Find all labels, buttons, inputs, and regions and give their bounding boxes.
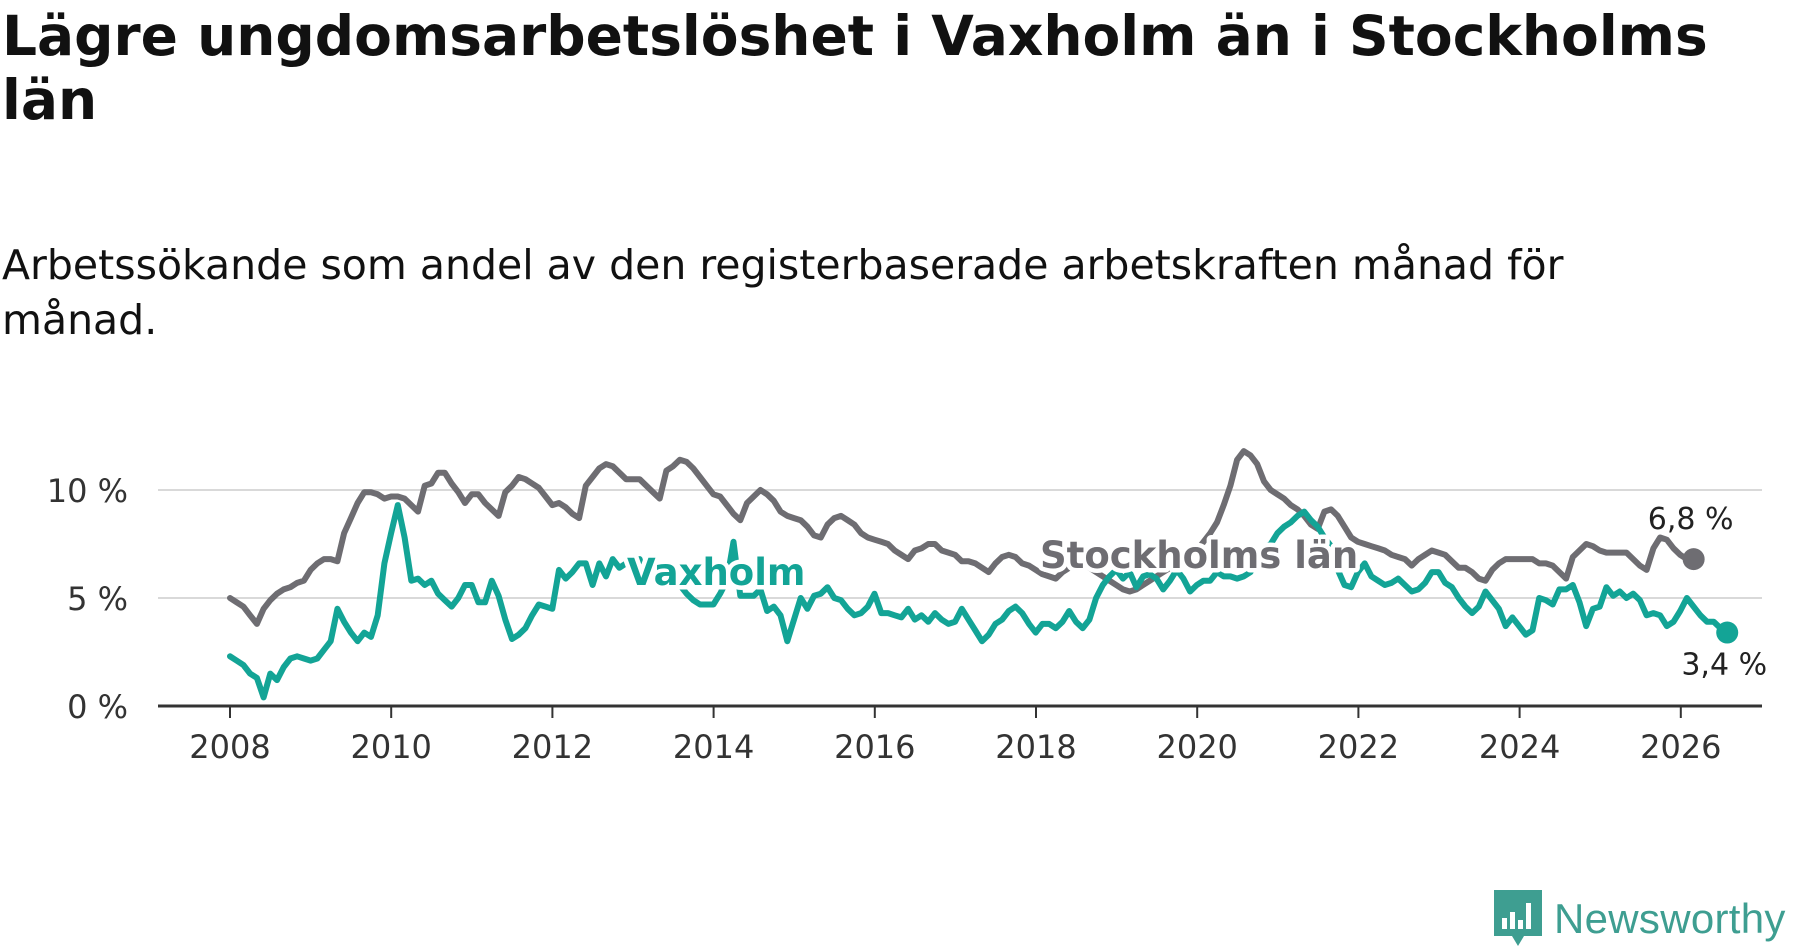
bar-chart-icon [1494,890,1542,946]
series-line-vaxholm [227,502,1731,701]
end-value-stockholms-lan: 6,8 % [1648,502,1734,537]
chart-title: Lägre ungdomsarbetslöshet i Vaxholm än i… [2,4,1708,132]
series-line-stockholms-l-n [227,448,1697,627]
x-tick-label: 2014 [673,728,754,766]
end-value-stockholms-lan-halo: 6,8 % [1648,502,1734,537]
x-tick-label: 2026 [1640,728,1721,766]
series-layer [227,448,1739,701]
x-tick-label: 2020 [1156,728,1237,766]
x-tick-label: 2008 [189,728,270,766]
x-tick-label: 2018 [995,728,1076,766]
x-tick-label: 2012 [512,728,593,766]
series-end-point [1682,548,1705,571]
series-label-vaxholm-halo: Vaxholm [627,551,805,594]
x-tick-label: 2024 [1479,728,1560,766]
series-label-stockholms-lan-halo: Stockholms län [1040,534,1358,577]
x-tick-label: 2016 [834,728,915,766]
brand-name: Newsworthy [1554,895,1786,942]
newsworthy-logo[interactable]: Newsworthy [1494,888,1786,950]
y-tick-label: 10 % [47,472,128,510]
chart-subtitle: Arbetssökande som andel av den registerb… [2,241,1564,344]
end-value-vaxholm-halo: 3,4 % [1681,648,1767,683]
series-end-point [1716,621,1739,644]
series-label-vaxholm: Vaxholm [627,551,805,594]
end-value-vaxholm: 3,4 % [1681,648,1767,683]
series-label-stockholms-lan: Stockholms län [1040,534,1358,577]
x-tick-label: 2022 [1318,728,1399,766]
y-tick-label: 0 % [67,688,128,726]
y-tick-label: 5 % [67,580,128,618]
grid-layer: 0 % 5 % 10 % 2008 2010 2012 2014 2016 2018 2020 20… [47,472,1762,766]
x-tick-label: 2010 [350,728,431,766]
